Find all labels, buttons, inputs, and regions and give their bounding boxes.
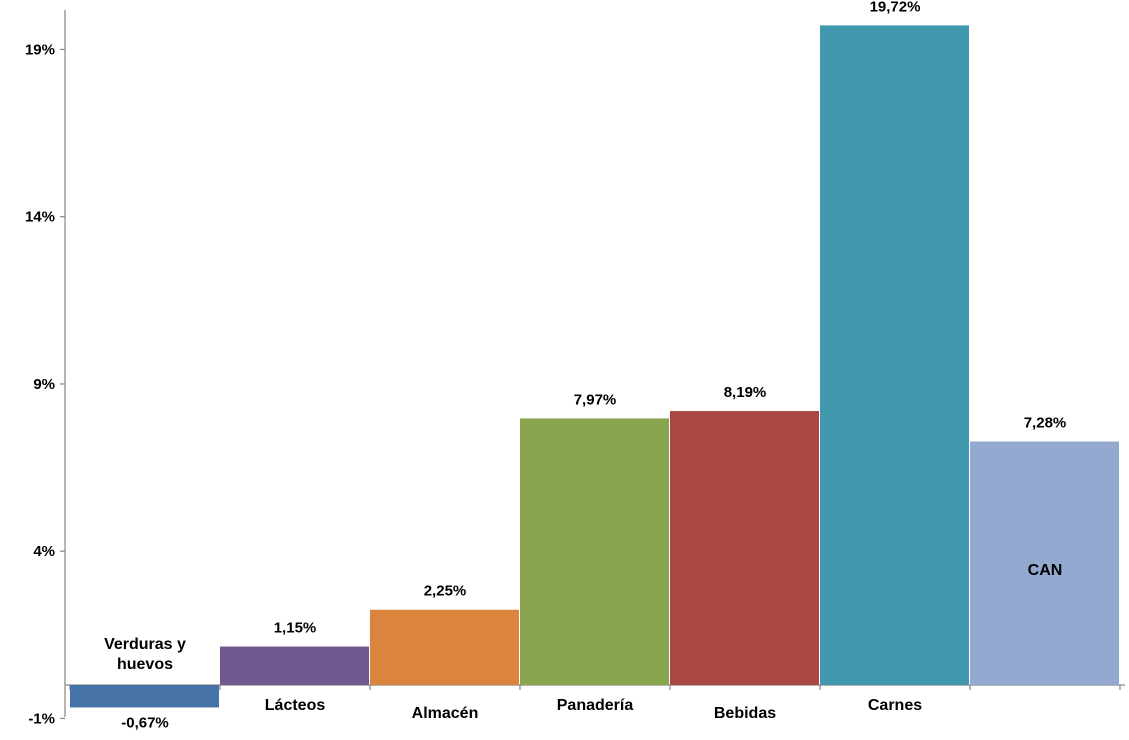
category-label: Panadería bbox=[557, 697, 634, 714]
data-label: 2,25% bbox=[424, 583, 467, 600]
y-tick-label: 14% bbox=[25, 209, 55, 226]
bar bbox=[70, 685, 219, 708]
bar bbox=[970, 441, 1119, 685]
data-label: -0,67% bbox=[121, 714, 169, 731]
category-label: Almacén bbox=[412, 705, 479, 722]
category-label: Lácteos bbox=[265, 697, 326, 714]
category-label: CAN bbox=[1028, 562, 1063, 579]
bar bbox=[220, 646, 369, 685]
category-label: Carnes bbox=[868, 697, 922, 714]
y-tick-label: 4% bbox=[33, 543, 55, 560]
data-label: 7,28% bbox=[1024, 414, 1067, 431]
y-tick-label: -1% bbox=[28, 710, 55, 727]
data-label: 19,72% bbox=[870, 0, 921, 15]
bar bbox=[520, 418, 669, 685]
bar bbox=[670, 411, 819, 685]
data-label: 7,97% bbox=[574, 391, 617, 408]
labels: -0,67% Verduras y huevos 1,15% Lácteos 2,25% A… bbox=[104, 0, 1066, 731]
bars bbox=[70, 25, 1119, 708]
data-label: 8,19% bbox=[724, 384, 767, 401]
y-tick-label: 9% bbox=[33, 376, 55, 393]
bar bbox=[370, 609, 519, 685]
category-label: Verduras y huevos bbox=[104, 636, 186, 673]
y-tick-label: 19% bbox=[25, 41, 55, 58]
data-label: 1,15% bbox=[274, 620, 317, 637]
category-label: Bebidas bbox=[714, 705, 776, 722]
bar bbox=[820, 25, 969, 685]
